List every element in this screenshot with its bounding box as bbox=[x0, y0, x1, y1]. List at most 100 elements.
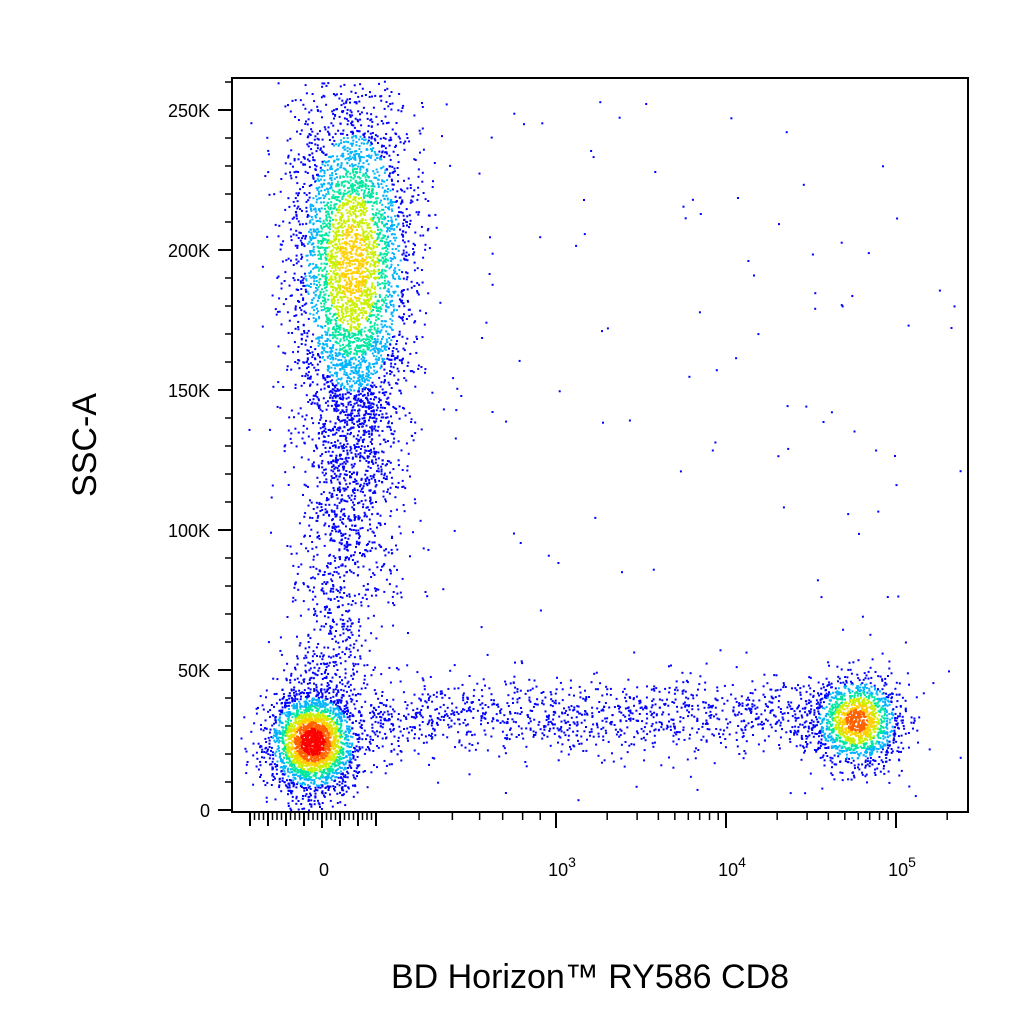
data-point bbox=[334, 727, 337, 730]
data-point bbox=[291, 745, 294, 748]
data-point bbox=[307, 786, 310, 789]
data-point bbox=[340, 758, 343, 760]
data-point bbox=[335, 248, 338, 251]
data-point bbox=[376, 232, 379, 235]
data-point bbox=[287, 726, 290, 729]
data-point bbox=[331, 293, 334, 296]
data-point bbox=[391, 257, 394, 260]
data-point bbox=[352, 755, 355, 758]
data-point bbox=[338, 757, 341, 760]
data-point bbox=[328, 156, 331, 158]
data-point bbox=[340, 182, 343, 185]
data-point bbox=[388, 208, 390, 211]
data-point bbox=[396, 285, 399, 287]
data-point bbox=[315, 755, 318, 758]
data-point bbox=[305, 339, 307, 342]
data-point bbox=[382, 253, 385, 256]
data-point bbox=[389, 189, 392, 192]
data-point bbox=[296, 771, 299, 774]
data-point bbox=[310, 237, 312, 240]
data-point bbox=[390, 415, 392, 418]
data-point bbox=[317, 716, 320, 719]
data-point bbox=[413, 158, 416, 161]
data-point bbox=[390, 91, 393, 93]
data-point bbox=[393, 255, 396, 258]
data-point bbox=[388, 281, 391, 284]
data-point bbox=[316, 764, 319, 767]
data-point bbox=[330, 183, 333, 186]
data-point bbox=[384, 89, 387, 92]
data-point bbox=[373, 231, 376, 234]
data-point bbox=[311, 779, 314, 782]
data-point bbox=[402, 214, 405, 217]
data-point bbox=[332, 711, 335, 714]
data-point bbox=[399, 188, 402, 191]
data-point bbox=[383, 211, 386, 214]
data-point bbox=[356, 738, 359, 741]
data-point bbox=[347, 752, 350, 755]
data-point bbox=[334, 94, 337, 97]
data-point bbox=[341, 750, 344, 753]
data-point bbox=[354, 214, 357, 217]
data-point bbox=[292, 769, 295, 772]
data-point bbox=[297, 237, 300, 239]
data-point bbox=[293, 726, 295, 729]
data-point bbox=[413, 251, 416, 254]
data-point bbox=[337, 772, 340, 774]
data-point bbox=[325, 103, 328, 106]
data-point bbox=[298, 751, 301, 754]
data-point bbox=[271, 736, 274, 739]
data-point bbox=[352, 220, 355, 223]
data-point bbox=[292, 760, 295, 763]
data-point bbox=[310, 184, 313, 186]
data-point bbox=[354, 337, 356, 340]
data-point bbox=[312, 757, 315, 760]
data-point bbox=[338, 247, 341, 250]
data-point bbox=[310, 770, 313, 773]
data-point bbox=[274, 732, 277, 735]
data-point bbox=[378, 391, 381, 394]
data-point bbox=[315, 699, 317, 702]
data-point bbox=[297, 746, 300, 749]
data-point bbox=[319, 764, 322, 767]
data-point bbox=[396, 214, 399, 217]
data-point bbox=[278, 736, 281, 739]
data-point bbox=[349, 329, 352, 332]
data-point bbox=[329, 277, 332, 280]
data-point bbox=[310, 270, 312, 273]
data-point bbox=[349, 152, 352, 155]
data-point bbox=[347, 786, 350, 789]
data-point bbox=[290, 368, 293, 371]
data-point bbox=[286, 744, 289, 747]
data-point bbox=[338, 268, 341, 271]
data-point bbox=[309, 788, 312, 790]
data-point bbox=[310, 727, 313, 730]
data-point bbox=[343, 714, 345, 717]
data-point bbox=[308, 803, 311, 806]
data-point bbox=[377, 318, 380, 320]
data-point bbox=[381, 257, 384, 260]
data-point bbox=[372, 147, 375, 150]
data-point bbox=[334, 750, 337, 753]
data-point bbox=[307, 145, 310, 148]
data-point bbox=[331, 742, 334, 745]
data-point bbox=[373, 326, 376, 329]
data-point bbox=[315, 759, 318, 762]
data-point bbox=[327, 207, 330, 210]
data-point bbox=[317, 744, 320, 747]
data-point bbox=[273, 763, 276, 766]
data-point bbox=[312, 782, 315, 785]
data-point bbox=[382, 325, 385, 328]
data-point bbox=[319, 739, 322, 742]
data-point bbox=[315, 695, 318, 698]
data-point bbox=[344, 668, 347, 671]
data-point bbox=[355, 233, 358, 235]
data-point bbox=[302, 758, 305, 761]
data-point bbox=[330, 762, 333, 765]
data-point bbox=[301, 743, 304, 746]
data-point bbox=[308, 710, 311, 713]
data-point bbox=[369, 742, 372, 745]
data-point bbox=[329, 322, 332, 325]
data-point bbox=[323, 268, 326, 271]
data-point bbox=[260, 745, 263, 748]
